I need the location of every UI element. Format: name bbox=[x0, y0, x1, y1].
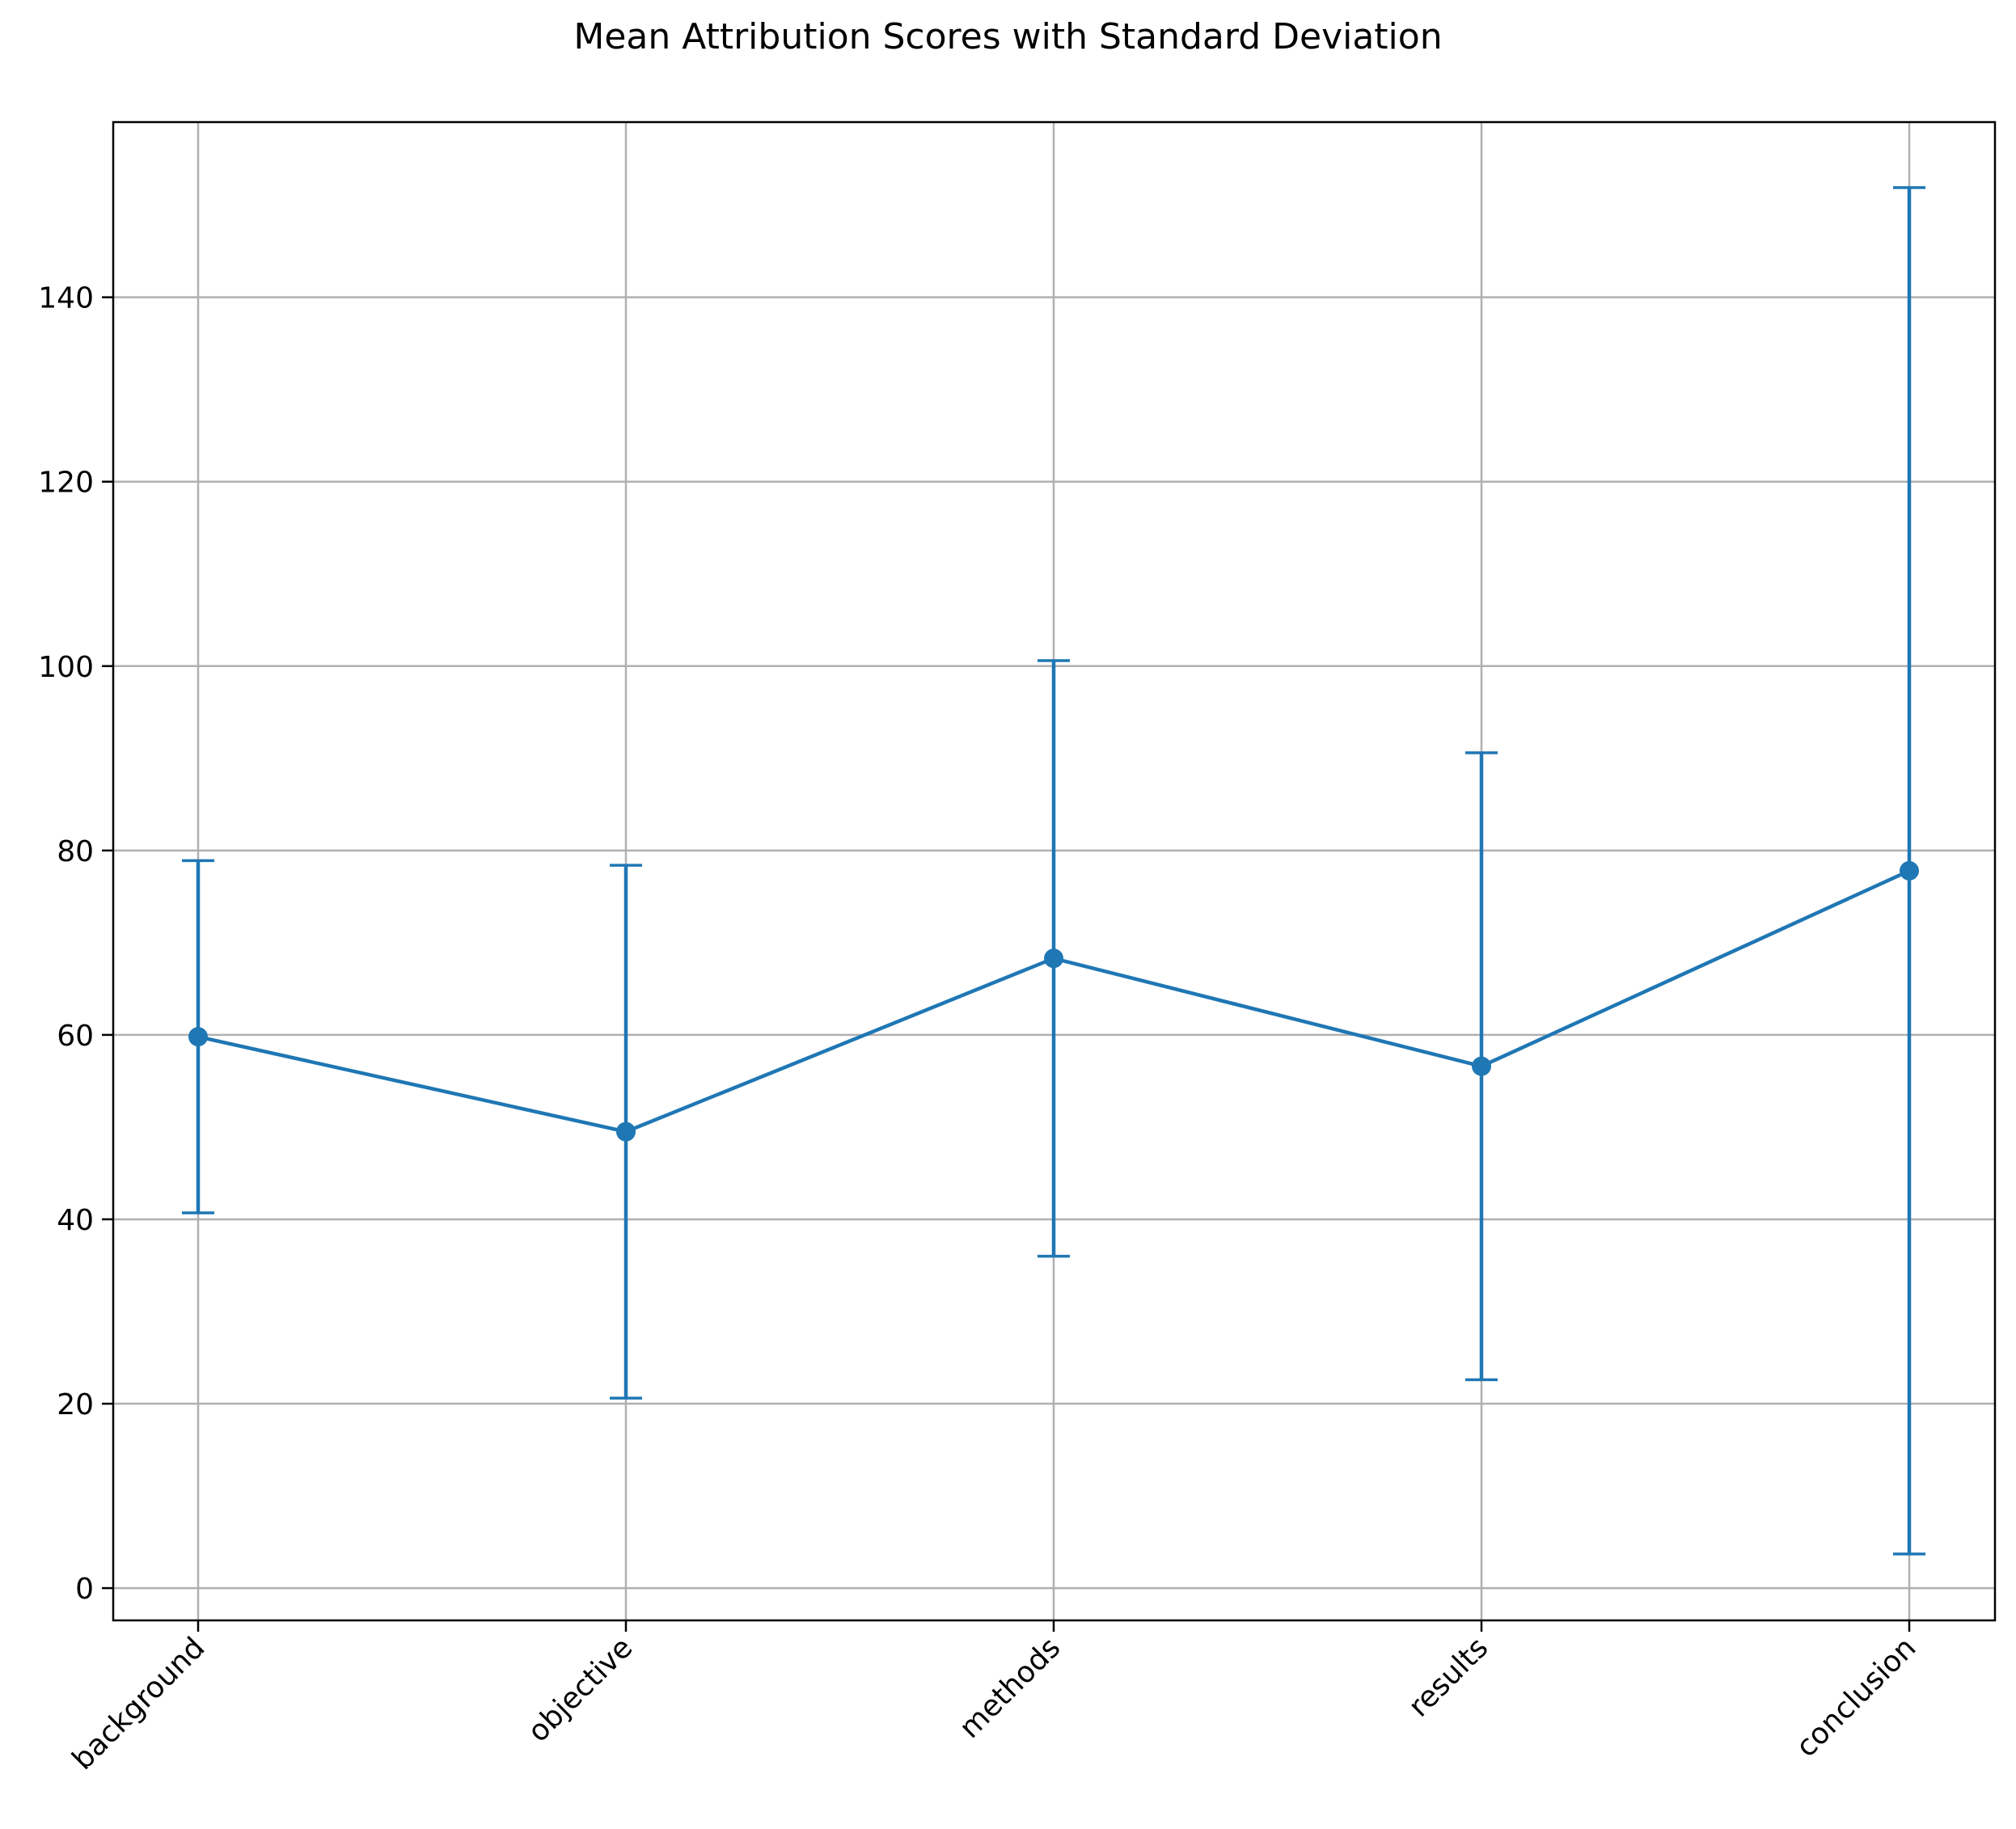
x-tick-label: methods bbox=[953, 1631, 1067, 1745]
y-tick-label: 20 bbox=[57, 1388, 94, 1421]
chart-title: Mean Attribution Scores with Standard De… bbox=[573, 16, 1443, 57]
data-point bbox=[616, 1121, 636, 1142]
y-tick-label: 40 bbox=[57, 1204, 94, 1237]
data-point bbox=[188, 1027, 208, 1047]
x-tick-label: objective bbox=[522, 1631, 639, 1748]
y-tick-label: 140 bbox=[38, 282, 94, 315]
x-tick-label: conclusion bbox=[1790, 1631, 1922, 1764]
x-tick-label: background bbox=[66, 1631, 212, 1776]
series-layer bbox=[182, 186, 1925, 1556]
y-tick-label: 0 bbox=[75, 1573, 94, 1606]
data-point bbox=[1472, 1056, 1491, 1076]
y-tick-label: 60 bbox=[57, 1020, 94, 1053]
y-tick-label: 80 bbox=[57, 835, 94, 868]
y-tick-label: 100 bbox=[38, 651, 94, 684]
data-point bbox=[1900, 860, 1919, 881]
x-tick-label: results bbox=[1402, 1631, 1494, 1723]
axis-layer: 0 20 40 60 80 100 120 140 background objective met… bbox=[38, 282, 1922, 1776]
y-tick-label: 120 bbox=[38, 467, 94, 500]
data-point bbox=[1044, 948, 1063, 969]
